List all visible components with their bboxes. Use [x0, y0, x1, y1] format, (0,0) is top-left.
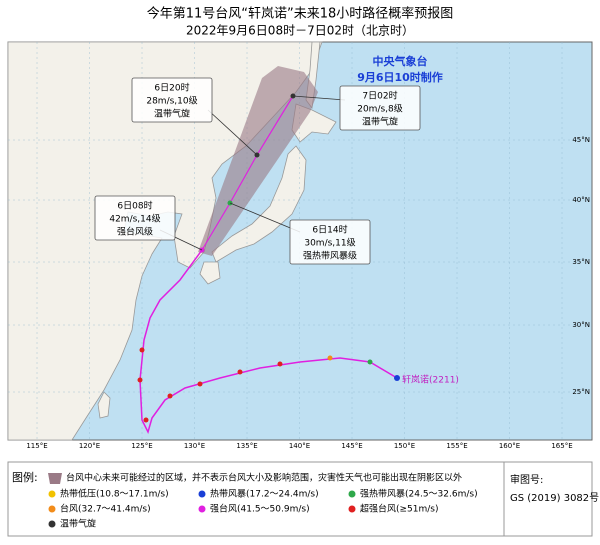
track-point	[277, 361, 283, 367]
track-point	[137, 377, 143, 383]
annotations: 6日20时28m/s,10级温带气旋7日02时20m/s,8级温带气旋6日08时…	[94, 77, 421, 265]
legend-label: 台风(32.7～41.4m/s)	[60, 503, 151, 515]
lon-label: 115°E	[26, 442, 47, 450]
legend-symbol	[198, 505, 206, 513]
lat-label: 40°N	[572, 196, 590, 204]
lon-label: 125°E	[131, 442, 152, 450]
lon-label: 160°E	[499, 442, 520, 450]
track-point	[139, 347, 145, 353]
subtitle: 2022年9月6日08时－7日02时（北京时）	[186, 24, 414, 38]
callout-line	[207, 109, 258, 156]
callout-line	[229, 202, 301, 233]
callout-line	[292, 95, 346, 101]
forecast-track	[201, 95, 294, 251]
annotation-text: 28m/s,10级	[146, 95, 197, 107]
map: 115°E 120°E 125°E 130°E 135°E 140°E 145°E 150°E…	[7, 41, 593, 450]
track-point	[394, 375, 400, 381]
past-track	[139, 249, 398, 435]
annotation-text: 7日02时	[362, 90, 397, 102]
annotation-text: 42m/s,14级	[109, 213, 160, 225]
cone-note: 台风中心未来可能经过的区域，并不表示台风大小及影响范围，灾害性天气也可能出现在阴…	[66, 472, 462, 484]
track-point	[367, 359, 373, 365]
lon-label: 130°E	[184, 442, 205, 450]
track-point	[143, 417, 149, 423]
taiwan	[97, 391, 111, 419]
legend-label: 强热带风暴(24.5～32.6m/s)	[360, 488, 478, 500]
annotation-text: 6日14时	[312, 224, 347, 236]
legend-items: 热带低压(10.8～17.1m/s) 热带风暴(17.2～24.4m/s) 强热带风…	[48, 488, 478, 530]
annotation-box	[339, 85, 421, 131]
approval-box	[503, 461, 593, 537]
legend-symbol	[198, 490, 206, 498]
annotation-box	[131, 77, 213, 123]
legend: 图例: 台风中心未来可能经过的区域，并不表示台风大小及影响范围，灾害性天气也可能…	[7, 461, 599, 537]
legend-symbol	[348, 505, 356, 513]
legend-symbol	[348, 490, 356, 498]
lon-label: 120°E	[79, 442, 100, 450]
legend-label: 热带风暴(17.2～24.4m/s)	[210, 488, 319, 500]
track-point	[197, 381, 203, 387]
agency: 中央气象台	[373, 54, 428, 68]
legend-box	[7, 461, 505, 537]
legend-symbol	[48, 490, 56, 498]
callout-lines	[159, 95, 346, 251]
lon-label: 150°E	[394, 442, 415, 450]
legend-label: 温带气旋	[60, 518, 96, 530]
annotation-text: 6日20时	[154, 82, 189, 94]
kyushu	[199, 261, 221, 285]
approval-number: GS (2019) 3082号	[510, 492, 599, 504]
lon-label: 140°E	[289, 442, 310, 450]
lat-label: 25°N	[572, 388, 590, 396]
annotation-text: 强热带风暴级	[303, 250, 357, 262]
annotation-text: 强台风级	[117, 226, 153, 238]
lon-label: 135°E	[236, 442, 257, 450]
lon-label: 165°E	[551, 442, 572, 450]
legend-label: 热带低压(10.8～17.1m/s)	[60, 488, 169, 500]
annotation-text: 温带气旋	[362, 116, 398, 128]
legend-label: 超强台风(≥51m/s)	[360, 503, 439, 515]
title: 今年第11号台风“轩岚诺”未来18小时路径概率预报图	[147, 6, 454, 22]
track-point	[167, 393, 173, 399]
past-points	[137, 347, 400, 423]
lon-label: 145°E	[341, 442, 362, 450]
annotation-box	[289, 219, 371, 265]
lon-label: 155°E	[446, 442, 467, 450]
track-point	[327, 355, 333, 361]
annotation-text: 30m/s,11级	[304, 237, 355, 249]
probability-cone	[198, 66, 318, 256]
legend-label: 强台风(41.5～50.9m/s)	[210, 503, 310, 515]
annotation-text: 6日08时	[117, 200, 152, 212]
legend-symbol	[48, 520, 56, 528]
annotation-text: 温带气旋	[154, 108, 190, 120]
typhoon-label: 轩岚诺(2211)	[402, 374, 459, 386]
issued-time: 9月6日10时制作	[357, 70, 443, 84]
legend-title: 图例:	[12, 470, 38, 484]
cone-swatch	[48, 473, 62, 484]
lat-label: 35°N	[572, 258, 590, 266]
track-point	[237, 369, 243, 375]
approval-label: 审图号:	[510, 473, 543, 486]
lat-label: 45°N	[572, 136, 590, 144]
annotation-text: 20m/s,8级	[357, 103, 403, 115]
annotation-box	[94, 195, 176, 241]
lat-label: 30°N	[572, 321, 590, 329]
legend-symbol	[48, 505, 56, 513]
